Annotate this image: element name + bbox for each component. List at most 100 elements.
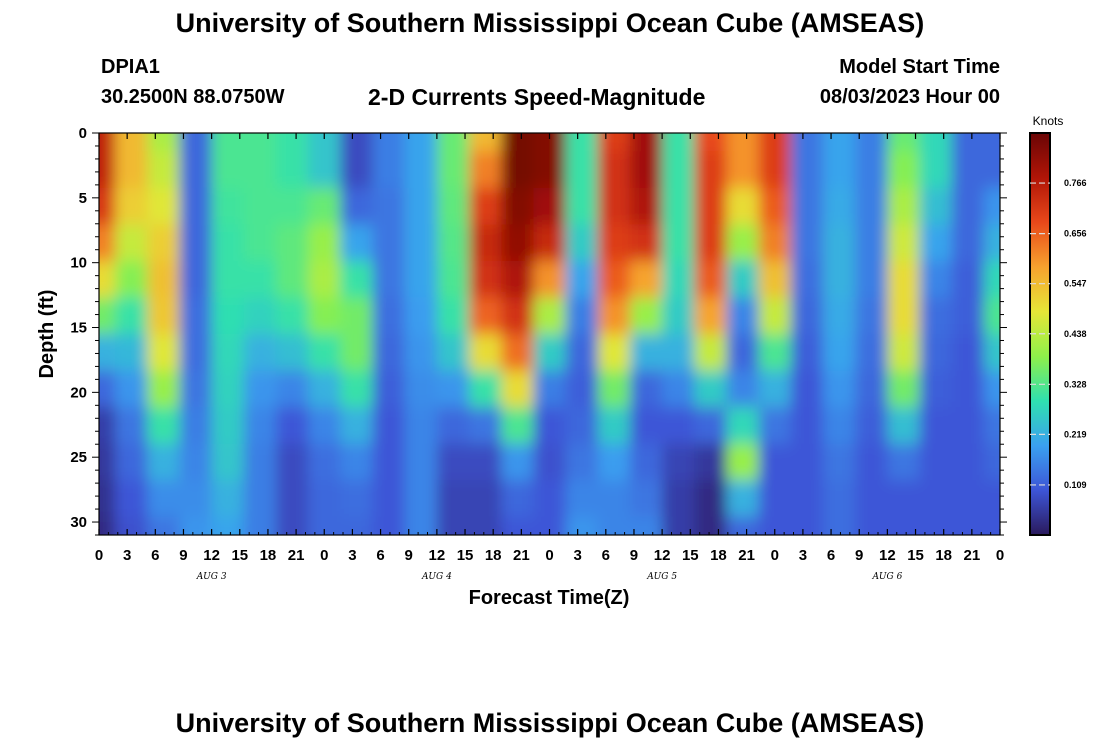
heatmap-cell <box>887 334 921 372</box>
y-tick-label: 10 <box>70 255 87 272</box>
heatmap-cell <box>99 260 117 299</box>
heatmap-cell <box>855 516 889 535</box>
heatmap-cell <box>404 260 438 299</box>
heatmap-cell <box>887 187 921 226</box>
heatmap-cell <box>501 334 535 372</box>
heatmap-cell <box>694 260 728 299</box>
heatmap-cell <box>308 260 342 299</box>
heatmap-cell <box>469 260 503 299</box>
x-tick-label: 21 <box>738 547 755 564</box>
heatmap-cell <box>115 224 149 262</box>
x-tick-label: 9 <box>405 547 413 564</box>
x-tick-label: 9 <box>179 547 187 564</box>
x-tick-label: 3 <box>123 547 131 564</box>
heatmap-cell <box>275 260 310 299</box>
x-tick-label: 15 <box>682 547 699 564</box>
heatmap-cell <box>243 133 277 153</box>
heatmap-cell <box>308 370 342 409</box>
heatmap-cell <box>726 133 760 153</box>
heatmap-cell <box>404 224 438 262</box>
heatmap-cell <box>179 297 213 335</box>
heatmap-cell <box>983 370 1000 409</box>
x-axis-title: Forecast Time(Z) <box>469 587 630 609</box>
heatmap-cell <box>823 151 857 189</box>
heatmap-cell <box>790 133 825 153</box>
heatmap-cell <box>115 260 149 299</box>
heatmap-cell <box>436 224 471 262</box>
heatmap-cell <box>147 224 181 262</box>
heatmap-cell <box>629 334 664 372</box>
heatmap-cell <box>501 516 535 535</box>
heatmap-cell <box>340 187 374 226</box>
x-tick-label: 6 <box>827 547 835 564</box>
heatmap-cell <box>308 133 342 153</box>
heatmap-cell <box>629 260 664 299</box>
heatmap-cell <box>404 151 438 189</box>
heatmap-cell <box>662 370 696 409</box>
heatmap-cell <box>855 224 889 262</box>
heatmap-cell <box>308 151 342 189</box>
heatmap-cell <box>275 334 310 372</box>
heatmap-cell <box>99 443 117 482</box>
heatmap-cell <box>694 334 728 372</box>
heatmap-cell <box>179 443 213 482</box>
heatmap-cell <box>694 297 728 335</box>
heatmap-cell <box>629 297 664 335</box>
x-tick-label: 18 <box>935 547 952 564</box>
heatmap-cell <box>887 516 921 535</box>
heatmap-cell <box>983 187 1000 226</box>
heatmap-cell <box>758 516 792 535</box>
heatmap-cell <box>823 334 857 372</box>
heatmap-cell <box>758 370 792 409</box>
heatmap-cell <box>436 516 471 535</box>
heatmap-cell <box>662 480 696 518</box>
x-tick-label: 0 <box>545 547 553 564</box>
y-tick-label: 20 <box>70 384 87 401</box>
heatmap-cell <box>275 480 310 518</box>
heatmap-cell <box>597 334 631 372</box>
heatmap-cell <box>951 133 985 153</box>
heatmap-cell <box>372 224 406 262</box>
heatmap-cell <box>275 297 310 335</box>
colorbar-tick-label: 0.109 <box>1064 480 1087 490</box>
heatmap-cell <box>983 133 1000 153</box>
heatmap-cell <box>243 224 277 262</box>
heatmap-cell <box>790 297 825 335</box>
heatmap-cell <box>597 370 631 409</box>
heatmap-cell <box>919 443 953 482</box>
colorbar-title: Knots <box>1033 114 1064 128</box>
heatmap-cell <box>340 133 374 153</box>
heatmap-cell <box>211 151 245 189</box>
heatmap-cell <box>243 334 277 372</box>
heatmap-cell <box>340 370 374 409</box>
heatmap-cell <box>726 260 760 299</box>
heatmap-cell <box>501 260 535 299</box>
heatmap-cell <box>951 407 985 445</box>
heatmap-cell <box>790 334 825 372</box>
heatmap-cell <box>919 334 953 372</box>
heatmap-cell <box>179 516 213 535</box>
page-title: University of Southern Mississippi Ocean… <box>175 8 925 38</box>
heatmap-cell <box>694 224 728 262</box>
station-id: DPIA1 <box>101 56 160 78</box>
heatmap-cell <box>790 187 825 226</box>
heatmap-cell <box>758 133 792 153</box>
heatmap-cell <box>887 224 921 262</box>
x-tick-label: 21 <box>288 547 305 564</box>
x-tick-label: 15 <box>457 547 474 564</box>
heatmap-cell <box>565 151 599 189</box>
x-tick-label: 12 <box>203 547 220 564</box>
heatmap-cell <box>179 407 213 445</box>
heatmap-cell <box>211 224 245 262</box>
heatmap-cell <box>662 297 696 335</box>
heatmap-cell <box>565 224 599 262</box>
heatmap-cell <box>919 151 953 189</box>
heatmap-cell <box>597 224 631 262</box>
heatmap-cell <box>951 370 985 409</box>
heatmap-cell <box>887 480 921 518</box>
heatmap-cell <box>211 407 245 445</box>
heatmap-cell <box>533 370 567 409</box>
heatmap-cell <box>211 370 245 409</box>
heatmap-cell <box>243 443 277 482</box>
heatmap-cell <box>919 516 953 535</box>
